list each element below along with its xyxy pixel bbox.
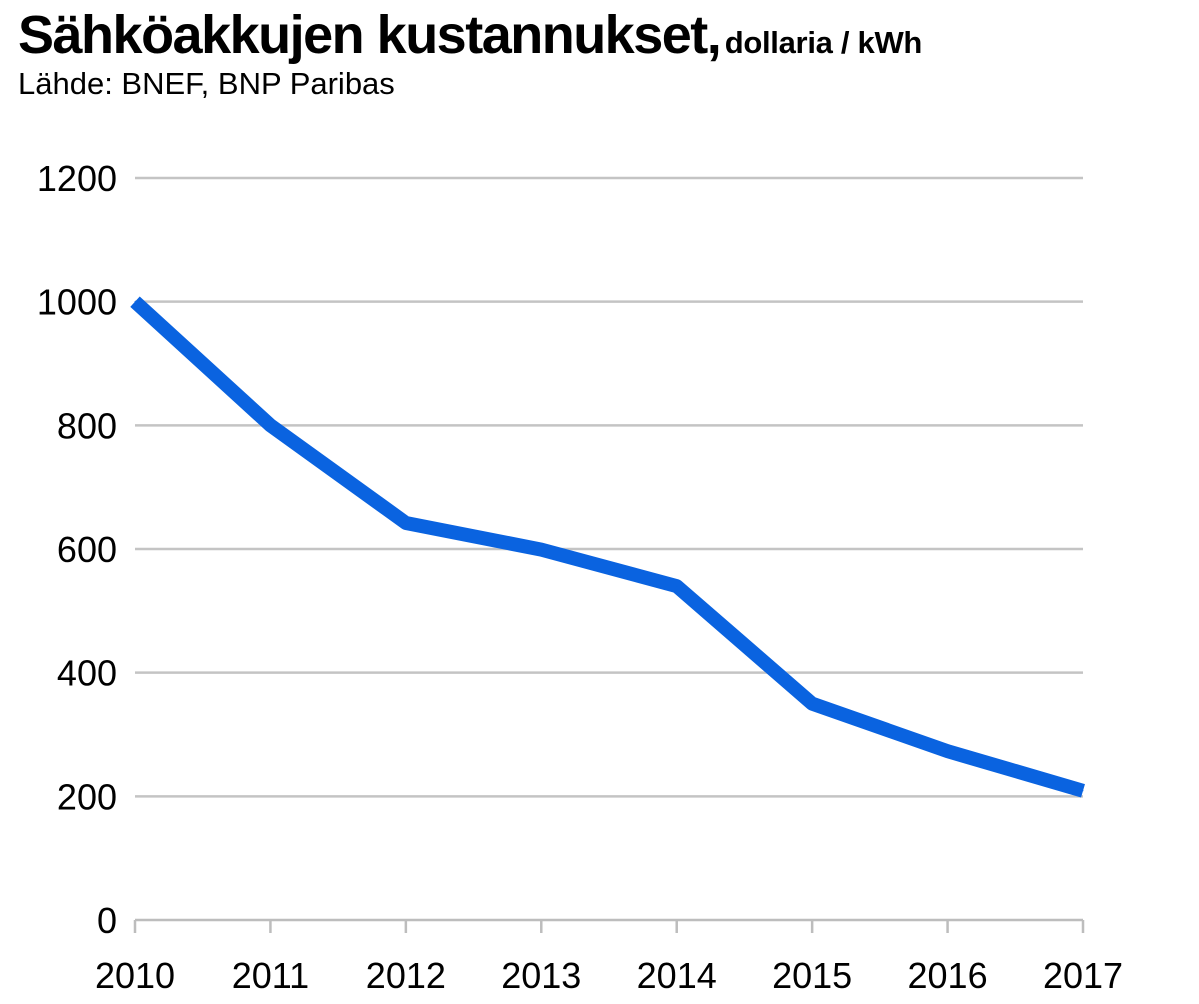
- x-tick-label: 2013: [501, 955, 581, 996]
- data-point-2017: [1082, 790, 1084, 792]
- data-point-2015: [811, 703, 813, 705]
- x-tick-labels: 2010 2011 2012 2013 2014 2015 2016 2017: [95, 955, 1123, 996]
- x-tick-label: 2017: [1043, 955, 1123, 996]
- y-tick-label: 200: [57, 776, 117, 817]
- gridlines: [135, 176, 1083, 798]
- x-axis: [133, 918, 1085, 933]
- chart-unit: dollaria / kWh: [724, 25, 923, 60]
- x-tick-label: 2012: [366, 955, 446, 996]
- data-point-2013: [540, 549, 542, 551]
- y-tick-label: 800: [57, 405, 117, 446]
- y-tick-label: 600: [57, 529, 117, 570]
- x-tick-label: 2010: [95, 955, 175, 996]
- y-tick-label: 1000: [37, 282, 117, 323]
- title-line: Sähköakkujen kustannukset, dollaria / kW…: [18, 8, 1178, 62]
- data-point-2014: [676, 585, 678, 587]
- y-tick-label: 400: [57, 653, 117, 694]
- y-tick-label: 1200: [37, 158, 117, 199]
- data-point-2012: [405, 522, 407, 524]
- series-layer: [130, 296, 1085, 798]
- y-tick-labels: 0 200 400 600 800 1000 1200: [37, 158, 117, 941]
- data-point-2016: [947, 750, 949, 752]
- x-tick-label: 2016: [908, 955, 988, 996]
- x-tick-label: 2011: [232, 955, 309, 996]
- data-point-2011: [269, 424, 271, 426]
- data-point-2010: [134, 301, 136, 303]
- chart-subtitle: Lähde: BNEF, BNP Paribas: [18, 66, 395, 101]
- series-line: [130, 296, 1085, 798]
- x-tick-label: 2015: [772, 955, 852, 996]
- chart-title: Sähköakkujen kustannukset,: [18, 5, 722, 65]
- x-tick-label: 2014: [637, 955, 717, 996]
- y-tick-label: 0: [97, 900, 117, 941]
- chart-header: Sähköakkujen kustannukset, dollaria / kW…: [18, 8, 1178, 99]
